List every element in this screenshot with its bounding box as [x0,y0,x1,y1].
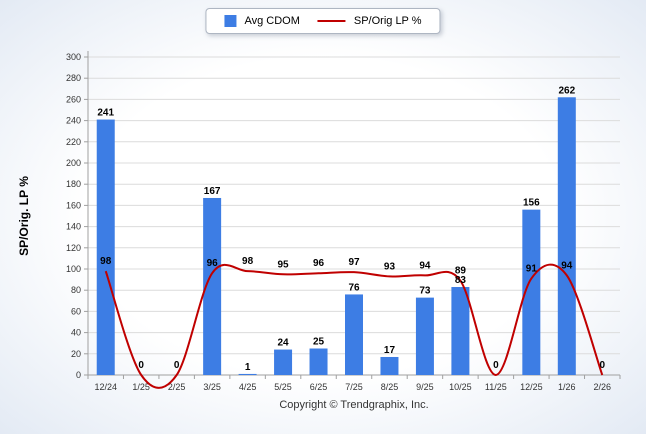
svg-text:80: 80 [71,285,81,295]
svg-text:91: 91 [526,264,538,275]
svg-text:12/25: 12/25 [520,382,543,392]
legend-bar-swatch-icon [224,15,237,27]
svg-text:260: 260 [66,94,81,104]
svg-text:167: 167 [204,186,221,197]
svg-text:241: 241 [97,108,114,119]
svg-text:0: 0 [174,360,180,371]
svg-text:96: 96 [313,258,325,269]
svg-text:10/25: 10/25 [449,382,472,392]
svg-text:89: 89 [455,266,467,277]
svg-text:180: 180 [66,179,81,189]
svg-text:156: 156 [523,198,540,209]
svg-text:0: 0 [599,360,605,371]
svg-text:83: 83 [455,275,467,286]
svg-text:1/26: 1/26 [558,382,576,392]
copyright-text: Copyright © Trendgraphix, Inc. [279,399,429,411]
svg-text:262: 262 [558,85,575,96]
svg-text:240: 240 [66,116,81,126]
svg-text:24: 24 [278,338,290,349]
svg-text:93: 93 [384,261,396,272]
svg-text:160: 160 [66,200,81,210]
svg-text:120: 120 [66,243,81,253]
svg-text:20: 20 [71,349,81,359]
svg-text:7/25: 7/25 [345,382,363,392]
svg-text:73: 73 [419,286,431,297]
svg-text:9/25: 9/25 [416,382,434,392]
svg-text:98: 98 [100,256,112,267]
svg-text:1: 1 [245,362,251,373]
svg-text:200: 200 [66,158,81,168]
svg-text:300: 300 [66,52,81,62]
svg-text:100: 100 [66,264,81,274]
svg-text:6/25: 6/25 [310,382,328,392]
svg-text:2/26: 2/26 [594,382,612,392]
svg-text:95: 95 [278,259,290,270]
svg-text:40: 40 [71,328,81,338]
chart-legend: Avg CDOM SP/Orig LP % [205,8,441,34]
svg-text:60: 60 [71,306,81,316]
svg-text:0: 0 [76,370,81,380]
svg-text:0: 0 [493,360,499,371]
svg-text:1/25: 1/25 [132,382,150,392]
svg-text:76: 76 [348,282,360,293]
svg-text:94: 94 [419,260,431,271]
svg-text:220: 220 [66,137,81,147]
svg-text:8/25: 8/25 [381,382,399,392]
svg-text:96: 96 [207,258,219,269]
svg-text:12/24: 12/24 [94,382,117,392]
legend-line-label: SP/Orig LP % [353,15,422,27]
svg-text:4/25: 4/25 [239,382,257,392]
svg-text:5/25: 5/25 [274,382,292,392]
svg-text:0: 0 [138,360,144,371]
svg-text:2/25: 2/25 [168,382,186,392]
svg-text:97: 97 [348,257,360,268]
svg-text:11/25: 11/25 [485,382,507,392]
svg-text:94: 94 [561,260,573,271]
svg-text:17: 17 [384,345,396,356]
svg-text:25: 25 [313,337,325,348]
svg-text:3/25: 3/25 [203,382,221,392]
legend-line-swatch-icon [317,20,346,22]
svg-text:140: 140 [66,222,81,232]
svg-text:280: 280 [66,73,81,83]
svg-text:98: 98 [242,256,254,267]
legend-bar-label: Avg CDOM [244,15,300,27]
